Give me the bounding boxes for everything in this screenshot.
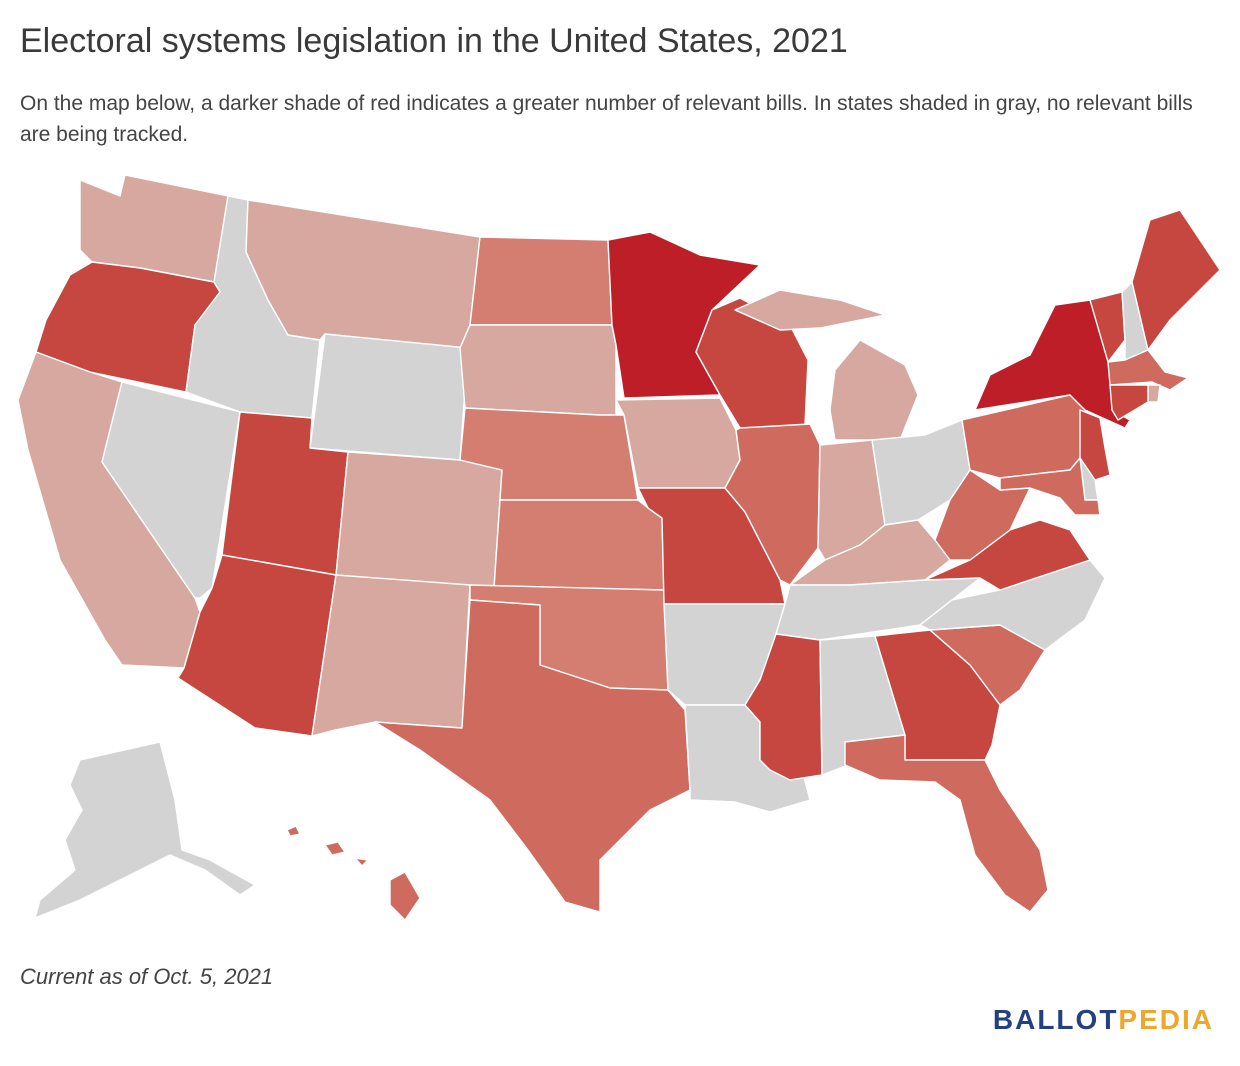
- state-NC[interactable]: [919, 559, 1106, 651]
- ballotpedia-logo[interactable]: BALLOTPEDIA: [993, 1004, 1214, 1036]
- state-RI[interactable]: [1147, 384, 1161, 403]
- logo-pedia-text: PEDIA: [1118, 1004, 1214, 1035]
- state-CO[interactable]: [335, 451, 503, 589]
- state-ND[interactable]: [469, 236, 613, 326]
- logo-ballot-text: BALLOT: [992, 1004, 1119, 1035]
- state-AK[interactable]: [34, 741, 256, 919]
- state-FL[interactable]: [844, 734, 1049, 913]
- state-ME[interactable]: [1131, 209, 1221, 351]
- state-TX[interactable]: [374, 599, 691, 913]
- state-IA[interactable]: [615, 397, 741, 489]
- state-MI[interactable]: [734, 289, 919, 441]
- state-MD[interactable]: [999, 457, 1101, 516]
- map-subtitle: On the map below, a darker shade of red …: [20, 92, 1193, 146]
- state-HI[interactable]: [286, 825, 421, 921]
- state-SD[interactable]: [459, 324, 617, 421]
- update-note: Current as of Oct. 5, 2021: [20, 964, 274, 989]
- state-KS[interactable]: [493, 499, 665, 591]
- state-NM[interactable]: [311, 574, 471, 737]
- us-states-map: [17, 174, 1221, 921]
- state-WY[interactable]: [309, 333, 469, 461]
- map-title: Electoral systems legislation in the Uni…: [20, 22, 848, 60]
- state-IL[interactable]: [724, 423, 821, 586]
- state-WV[interactable]: [934, 469, 1031, 561]
- state-MA[interactable]: [1107, 349, 1189, 391]
- state-CT[interactable]: [1109, 384, 1149, 421]
